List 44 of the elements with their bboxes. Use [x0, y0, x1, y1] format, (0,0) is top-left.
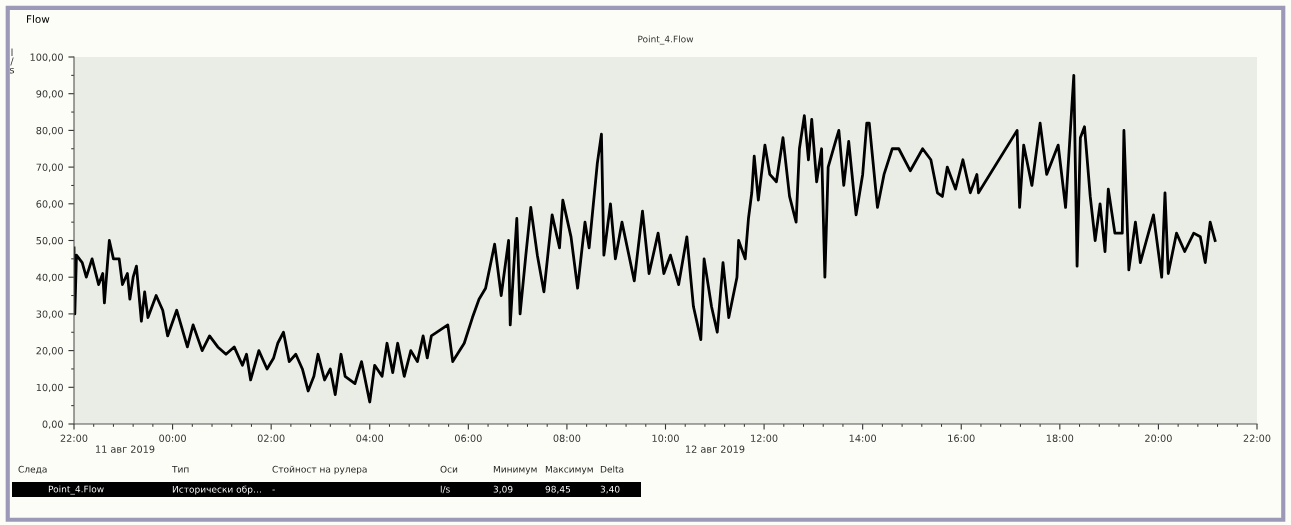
x-tick-label: 22:00 — [60, 434, 88, 442]
y-tick-label: 50,00 — [36, 236, 63, 246]
x-tick-label: 18:00 — [1046, 434, 1074, 442]
x-tick-label: 04:00 — [356, 434, 384, 442]
x-tick-label: 02:00 — [257, 434, 285, 442]
text: l/s — [440, 485, 450, 494]
line-series — [74, 73, 1217, 404]
y-tick-label: 100,00 — [30, 53, 63, 62]
x-tick-label: 14:00 — [849, 434, 877, 442]
x-tick-label: 22:00 — [1243, 434, 1271, 442]
text: 3,09 — [493, 485, 513, 494]
x-tick-label: 08:00 — [553, 434, 581, 442]
y-tick-label: 70,00 — [36, 163, 63, 172]
x-tick-label: 10:00 — [652, 434, 679, 442]
text: 3,40 — [600, 485, 620, 494]
text: Delta — [600, 465, 624, 473]
text: Исторически обр… — [172, 485, 261, 495]
text: Максимум — [545, 465, 593, 475]
y-tick-label: 90,00 — [36, 90, 63, 99]
text: Минимум — [493, 465, 537, 475]
text: 11 авг 2019 — [96, 445, 155, 453]
text: Тип — [171, 465, 189, 473]
x-tick-label: 16:00 — [948, 434, 975, 442]
y-tick-label: 0,00 — [42, 420, 63, 429]
y-tick-label: 40,00 — [36, 273, 63, 283]
text: Стойност на рулера — [272, 465, 367, 475]
x-tick-label: 06:00 — [454, 434, 482, 442]
text: Оси — [440, 465, 458, 473]
x-tick-label: 12:00 — [751, 434, 778, 442]
x-tick-label: 20:00 — [1145, 434, 1172, 442]
y-tick-label: 30,00 — [36, 310, 63, 319]
text: Point_4.Flow — [48, 485, 104, 495]
text: - — [272, 489, 275, 491]
y-tick-label: 80,00 — [36, 126, 63, 136]
y-tick-label: 60,00 — [36, 200, 63, 209]
y-tick-label: 10,00 — [36, 383, 63, 393]
y-axis-title: l/s — [9, 48, 15, 74]
text: Следа — [18, 465, 47, 474]
chart-title: Flow — [27, 14, 50, 24]
x-tick-label: 00:00 — [159, 434, 186, 442]
chart-subtitle: Point_4.Flow — [638, 35, 694, 45]
text: 12 авг 2019 — [686, 445, 745, 453]
y-tick-label: 20,00 — [36, 347, 63, 356]
text: 98,45 — [545, 485, 571, 494]
